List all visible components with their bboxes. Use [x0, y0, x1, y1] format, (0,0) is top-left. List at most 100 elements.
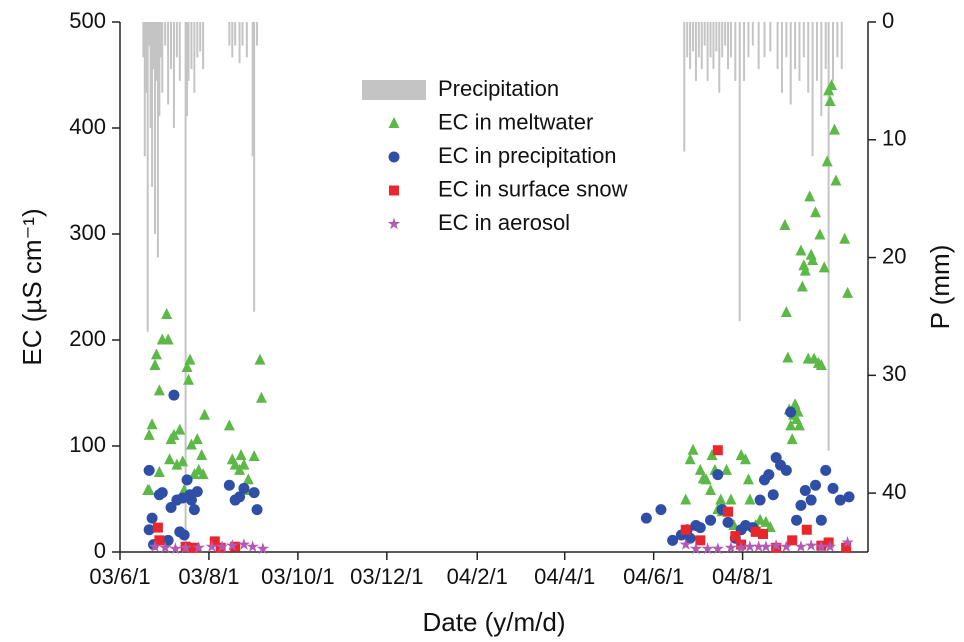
x-tick-label: 04/6/1	[623, 564, 684, 589]
point	[801, 524, 812, 535]
precip-bar	[170, 22, 173, 70]
point	[715, 493, 727, 505]
precip-bar	[241, 22, 244, 46]
point	[754, 513, 766, 525]
point	[251, 504, 263, 516]
y-tick-label: 100	[69, 432, 106, 457]
point	[229, 458, 241, 470]
precip-bar	[202, 22, 205, 70]
precip-bar	[824, 22, 827, 70]
point	[153, 384, 165, 396]
precip-bar	[146, 22, 149, 332]
precip-bar	[142, 22, 145, 58]
point	[796, 280, 808, 292]
point	[721, 463, 733, 475]
precip-bar	[251, 22, 254, 157]
point	[181, 361, 193, 373]
precip-bar	[164, 22, 167, 46]
point	[785, 406, 797, 418]
precip-bar	[148, 22, 151, 46]
precip-bar	[199, 22, 202, 52]
point	[724, 541, 738, 553]
point	[183, 373, 195, 385]
point	[700, 473, 712, 485]
point	[750, 526, 761, 537]
point	[223, 479, 235, 491]
precip-bar	[692, 22, 695, 52]
point	[735, 541, 748, 553]
point	[743, 540, 757, 552]
precip-bar	[724, 22, 727, 46]
point	[744, 493, 756, 505]
point	[695, 535, 706, 546]
precip-bar	[155, 22, 158, 81]
point	[161, 308, 173, 320]
precip-bar	[811, 22, 814, 157]
x-tick-label: 04/2/1	[447, 564, 508, 589]
point	[156, 487, 168, 499]
legend-label: EC in aerosol	[438, 210, 570, 235]
x-tick-label: 03/6/1	[89, 564, 150, 589]
point	[701, 542, 714, 555]
point	[143, 524, 155, 536]
precip-bar	[196, 22, 199, 58]
point	[799, 485, 811, 497]
point	[722, 516, 734, 528]
precip-bar	[700, 22, 703, 70]
precip-bar	[712, 22, 715, 70]
point	[154, 535, 165, 546]
precip-bar	[190, 22, 193, 70]
point	[828, 123, 840, 135]
point	[742, 473, 754, 485]
point	[197, 468, 209, 480]
point	[215, 540, 229, 552]
point	[818, 261, 830, 273]
point	[223, 419, 235, 431]
point	[185, 494, 197, 506]
y2-tick-label: 10	[882, 126, 906, 151]
point	[799, 264, 811, 276]
point	[843, 491, 855, 503]
point	[149, 358, 161, 370]
precip-bar	[807, 22, 810, 93]
point	[842, 286, 854, 298]
precip-bar	[785, 22, 788, 58]
point	[752, 540, 765, 552]
point	[168, 389, 180, 401]
x-tick-label: 04/4/1	[534, 564, 595, 589]
point	[242, 473, 254, 485]
point	[209, 536, 220, 547]
point	[237, 538, 251, 550]
point	[164, 453, 176, 465]
point	[820, 464, 832, 476]
precip-bar	[178, 22, 181, 81]
precip-bar	[153, 22, 156, 234]
point	[712, 445, 723, 456]
point	[770, 539, 783, 551]
point	[807, 254, 819, 265]
point	[795, 499, 807, 511]
point	[793, 419, 805, 431]
point	[684, 453, 696, 465]
point	[823, 540, 837, 552]
precip-bar	[769, 22, 772, 52]
precip-bar	[161, 22, 164, 93]
point	[196, 449, 208, 461]
precip-bar	[802, 22, 805, 58]
point	[199, 408, 211, 420]
precip-bar	[143, 22, 146, 157]
point	[184, 353, 196, 365]
precip-bar	[709, 22, 712, 58]
point	[189, 542, 200, 553]
point	[730, 531, 741, 542]
precip-bar	[715, 22, 718, 52]
precip-bar	[245, 22, 248, 58]
point	[821, 155, 833, 167]
point	[234, 491, 246, 503]
precip-bar	[776, 22, 779, 70]
point	[248, 450, 260, 462]
point	[191, 433, 203, 445]
x-tick-label: 03/12/1	[350, 564, 423, 589]
point	[826, 79, 838, 91]
point	[143, 428, 155, 440]
